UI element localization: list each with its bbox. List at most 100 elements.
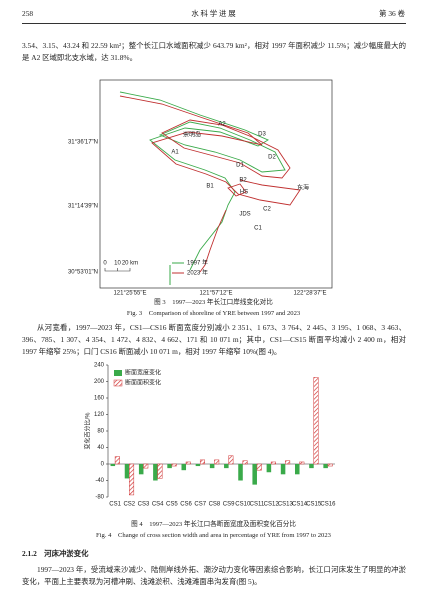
legend-swatch bbox=[114, 370, 122, 376]
map-label: B2 bbox=[239, 178, 247, 184]
map-label: 东海 bbox=[297, 184, 309, 192]
section-heading: 2.1.2 河床冲淤变化 bbox=[22, 549, 89, 558]
bar bbox=[294, 464, 300, 475]
scale-label: 20 km bbox=[122, 261, 138, 267]
bar bbox=[224, 464, 229, 469]
bar bbox=[129, 463, 135, 496]
map-label: C2 bbox=[263, 207, 271, 213]
caption: Fig. 4 Change of cross section width and… bbox=[96, 532, 331, 539]
x-tick-label: CS7 bbox=[194, 502, 206, 508]
bar bbox=[138, 464, 144, 475]
bar bbox=[238, 464, 243, 481]
x-tick-label: CS2 bbox=[123, 502, 135, 508]
lon-label: 121°57'12"E bbox=[199, 291, 232, 297]
x-tick-label: CS14 bbox=[292, 502, 308, 508]
lat-label: 31°14'39"N bbox=[68, 204, 98, 210]
bar bbox=[214, 459, 220, 465]
lat-label: 31°36'17"N bbox=[68, 140, 98, 146]
x-tick-label: CS11 bbox=[250, 502, 265, 508]
map-frame bbox=[99, 79, 333, 289]
map-label: B1 bbox=[206, 184, 214, 190]
x-tick-label: CS6 bbox=[180, 502, 192, 508]
bar bbox=[185, 461, 191, 465]
legend-label: 断面面积变化 bbox=[125, 379, 161, 387]
shoreline-2023 bbox=[119, 95, 301, 273]
bar bbox=[171, 463, 177, 467]
bar bbox=[280, 464, 286, 475]
bar bbox=[195, 464, 201, 467]
paragraph: 1997—2023 年，受流域来沙减少、陆侧岸线外拓、潮汐动力变化等因素综合影响… bbox=[22, 565, 406, 586]
bar bbox=[266, 464, 272, 473]
y-tick-label: 200 bbox=[94, 379, 105, 385]
y-tick-label: 240 bbox=[94, 363, 105, 369]
lon-label: 121°25'55"E bbox=[113, 291, 146, 297]
map bbox=[99, 79, 333, 289]
bar bbox=[209, 464, 215, 469]
map-label: D1 bbox=[236, 163, 244, 169]
bar bbox=[124, 464, 130, 479]
scale-bar bbox=[104, 268, 131, 272]
page-number: 258 bbox=[22, 9, 34, 18]
x-tick-label: CS8 bbox=[209, 502, 221, 508]
bar bbox=[256, 463, 262, 471]
shoreline-1997 bbox=[158, 121, 286, 173]
bar bbox=[153, 464, 158, 481]
map-label: A2 bbox=[218, 122, 226, 128]
paragraph: 从河宽看，1997—2023 年，CS1—CS16 断面宽度分别减小 2 351… bbox=[22, 323, 406, 356]
x-tick-label: CS13 bbox=[278, 502, 294, 508]
header-rule bbox=[22, 23, 406, 24]
x-tick-label: CS4 bbox=[152, 502, 164, 508]
map-label: JDS bbox=[239, 212, 250, 218]
bar bbox=[285, 460, 291, 465]
bar bbox=[313, 377, 319, 465]
map-label: D2 bbox=[268, 155, 276, 161]
caption: 图 3 1997—2023 年长江口岸线变化对比 bbox=[154, 299, 273, 306]
bar bbox=[323, 464, 328, 469]
caption: 图 4 1997—2023 年长江口各断面宽度及面积变化百分比 bbox=[131, 521, 296, 528]
bar bbox=[157, 463, 163, 479]
legend-swatch bbox=[113, 379, 123, 387]
volume: 第 36 卷 bbox=[379, 9, 405, 18]
caption: Fig. 3 Comparison of shoreline of YRE be… bbox=[126, 310, 301, 317]
bar bbox=[110, 464, 116, 467]
journal-name: 水 科 学 进 展 bbox=[191, 9, 236, 18]
x-tick-label: CS12 bbox=[264, 502, 280, 508]
y-tick-label: -80 bbox=[95, 495, 104, 501]
bar bbox=[167, 464, 172, 469]
x-tick-label: CS5 bbox=[166, 502, 178, 508]
bar bbox=[114, 456, 120, 465]
bar bbox=[309, 464, 314, 469]
x-tick-label: CS9 bbox=[223, 502, 235, 508]
shoreline-2023 bbox=[161, 119, 291, 179]
y-tick-label: 40 bbox=[97, 445, 104, 451]
bar bbox=[242, 460, 248, 465]
scale-label: 0 bbox=[103, 261, 107, 267]
scale-label: 10 bbox=[114, 261, 121, 267]
y-tick-label: 0 bbox=[101, 462, 105, 468]
y-tick-label: -40 bbox=[95, 478, 104, 484]
bar bbox=[270, 461, 276, 465]
x-tick-label: CS3 bbox=[138, 502, 150, 508]
lon-label: 122°28'37"E bbox=[293, 291, 326, 297]
map-label: A1 bbox=[171, 150, 179, 156]
bar bbox=[228, 455, 234, 465]
map-label: D3 bbox=[258, 132, 266, 138]
bar bbox=[199, 459, 206, 465]
paragraph: 3.54、3.15、43.24 和 22.59 km²；整个长江口水域面积减少 … bbox=[22, 41, 406, 62]
y-tick-label: 120 bbox=[94, 412, 105, 418]
x-tick-label: CS1 bbox=[109, 502, 121, 508]
map-label: C1 bbox=[254, 226, 262, 232]
legend-label: 1997 年 bbox=[187, 259, 208, 267]
x-tick-label: CS16 bbox=[320, 502, 336, 508]
y-tick-label: 160 bbox=[94, 396, 105, 402]
bar bbox=[299, 461, 305, 465]
bar bbox=[181, 464, 187, 471]
legend-label: 断面宽度变化 bbox=[125, 369, 161, 377]
bar bbox=[143, 463, 149, 469]
y-tick-label: 80 bbox=[97, 429, 104, 435]
map-label: 崇明岛 bbox=[183, 131, 201, 139]
island-HS bbox=[227, 183, 247, 197]
x-tick-label: CS15 bbox=[306, 502, 322, 508]
